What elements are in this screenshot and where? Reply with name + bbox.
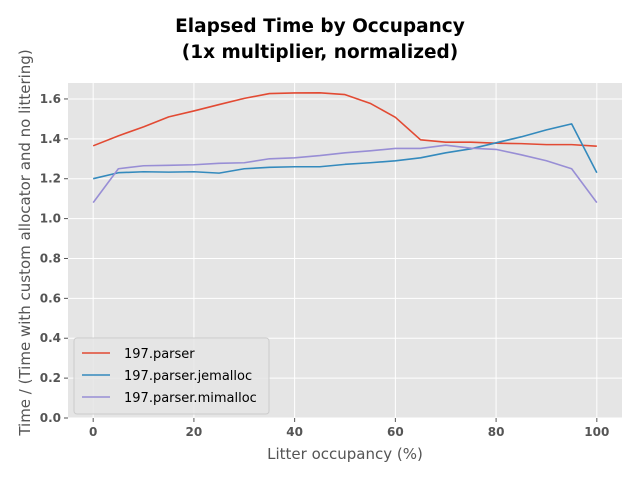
series-line-3 [92, 144, 598, 204]
series-line-2 [92, 123, 598, 180]
chart-title-line-2: (1x multiplier, normalized) [181, 42, 459, 63]
y-tick-label: 1.0 [40, 212, 61, 226]
y-axis-label: Time / (Time with custom allocator and n… [16, 49, 34, 436]
y-tick-label: 0.2 [40, 371, 61, 385]
y-tick-label: 0.0 [40, 411, 61, 425]
y-tick-label: 1.6 [40, 92, 61, 106]
legend-label: 197.parser.mimalloc [124, 391, 257, 406]
legend-label: 197.parser [124, 347, 195, 362]
y-tick-label: 1.2 [40, 172, 61, 186]
y-tick-label: 1.4 [40, 132, 61, 146]
x-tick-label: 80 [488, 425, 505, 439]
series-line-1 [92, 91, 597, 148]
x-tick-label: 100 [584, 425, 609, 439]
x-tick-label: 20 [186, 425, 203, 439]
chart-title-line-1: Elapsed Time by Occupancy [175, 16, 465, 37]
legend-box [73, 337, 270, 415]
y-tick-label: 0.6 [40, 291, 61, 305]
x-tick-label: 0 [89, 425, 97, 439]
legend-label: 197.parser.jemalloc [124, 369, 252, 384]
x-tick-label: 60 [387, 425, 404, 439]
y-tick-label: 0.4 [40, 331, 61, 345]
x-tick-label: 40 [286, 425, 303, 439]
x-axis-label: Litter occupancy (%) [267, 445, 423, 463]
y-tick-label: 0.8 [40, 251, 61, 265]
